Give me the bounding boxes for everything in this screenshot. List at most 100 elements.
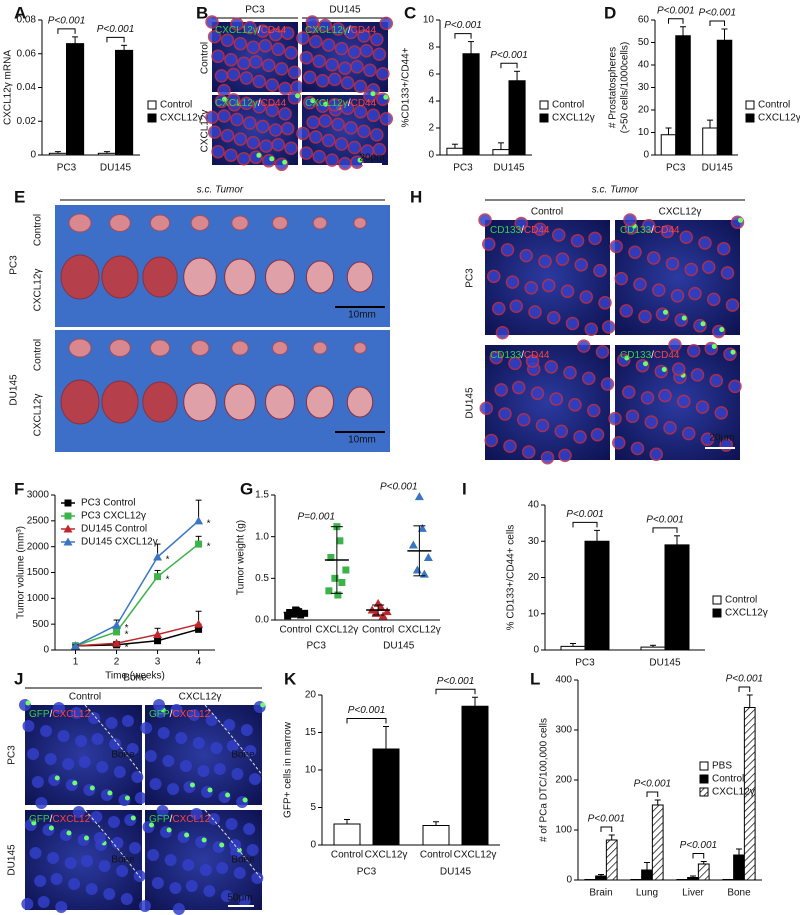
legend-label: CXCL12γ [712, 787, 755, 798]
x-tick-label: DU145 [440, 867, 472, 878]
decoration [34, 875, 47, 887]
decoration [85, 883, 98, 895]
stain-label-part: CD133 [490, 350, 522, 361]
stain-label-part: CXCL12 [52, 709, 90, 720]
row-label: PC3 [7, 745, 18, 765]
bar [97, 152, 116, 156]
decoration [190, 340, 210, 356]
decoration [312, 149, 326, 164]
decoration [494, 383, 508, 397]
column-label: PC3 [245, 5, 265, 16]
stain-label: GFP/CXCL12 [29, 709, 91, 720]
decoration [340, 76, 355, 90]
decoration [219, 842, 225, 848]
y-tick-label: 30 [528, 536, 540, 547]
decoration [205, 15, 219, 29]
significance-bracket [646, 791, 659, 797]
x-tick-label: Control [280, 625, 312, 636]
decoration [347, 140, 362, 155]
stain-label-part: / [258, 25, 261, 36]
line [75, 520, 200, 647]
decoration [199, 864, 212, 876]
decoration [265, 259, 295, 295]
annotation: P<0.001 [380, 481, 418, 492]
decoration [72, 806, 85, 818]
stain-label-part: / [50, 709, 53, 720]
point [408, 540, 418, 549]
x-tick-label: DU145 [649, 658, 681, 669]
legend-label: PC3 CXCL12γ [81, 511, 146, 522]
y-tick-label: 200 [555, 775, 572, 786]
stain-label-part: / [348, 98, 351, 109]
legend-label: Control [712, 774, 744, 785]
decoration [107, 790, 113, 796]
decoration [207, 29, 222, 44]
decoration [379, 112, 394, 126]
stain-label-part: CXCL12 [172, 814, 210, 825]
decoration [598, 296, 612, 310]
decoration [649, 447, 663, 461]
y-tick-label: 40 [638, 60, 650, 71]
x-tick-label: CXCL12γ [398, 625, 441, 636]
decoration [204, 809, 263, 881]
point [293, 607, 301, 615]
legend-label: DU145 CXCL12γ [81, 537, 158, 548]
scale-bar-label: 10mm [348, 435, 376, 446]
decoration [525, 354, 540, 368]
decoration [711, 343, 717, 349]
annotation: P<0.001 [566, 509, 604, 520]
significance-bracket [454, 33, 472, 39]
point [112, 620, 122, 629]
decoration [144, 750, 157, 762]
decoration [640, 391, 655, 405]
y-tick-label: 0.04 [17, 82, 37, 93]
decoration [255, 24, 270, 38]
significance-bracket [572, 521, 598, 528]
decoration [113, 766, 126, 778]
decoration [383, 94, 389, 100]
bar [333, 823, 361, 846]
bar [560, 645, 586, 651]
decoration [327, 72, 342, 87]
stain-label-part: CD133 [490, 225, 522, 236]
decoration [259, 139, 273, 153]
bar [733, 854, 745, 881]
bar [372, 748, 400, 846]
legend-swatch [699, 787, 709, 797]
point [113, 628, 121, 636]
decoration [98, 860, 111, 872]
y-axis-label: %CD133+/CD44+ [401, 47, 412, 127]
column-label: CXCL12γ [659, 207, 702, 218]
decoration [717, 242, 731, 256]
bar [722, 879, 735, 881]
decoration [643, 361, 648, 367]
stain-label-part: / [170, 709, 173, 720]
y-tick-label: 0 [643, 150, 649, 161]
decoration [269, 156, 275, 162]
decoration [149, 214, 171, 232]
bar [462, 53, 480, 156]
bar [115, 49, 134, 156]
decoration [312, 216, 328, 230]
decoration [652, 283, 666, 297]
legend-swatch [712, 608, 722, 618]
significance-mark: * [166, 555, 170, 566]
stain-label-part: CD44 [351, 98, 377, 109]
y-tick-label: 1500 [27, 567, 50, 578]
decoration [619, 304, 633, 318]
decoration [203, 885, 216, 897]
stain-label-part: CXCL12γ [215, 25, 258, 36]
row-label: CXCL12γ [200, 110, 211, 153]
decoration [139, 900, 151, 912]
panel-letter: E [14, 187, 25, 206]
bar [48, 152, 67, 156]
x-tick-label: DU145 [493, 163, 525, 174]
decoration [246, 135, 261, 150]
y-tick-label: 1.5 [255, 490, 269, 501]
decoration [363, 63, 377, 78]
decoration [225, 818, 238, 830]
decoration [156, 805, 169, 817]
decoration [552, 228, 566, 242]
decoration [22, 720, 35, 732]
decoration [309, 130, 323, 144]
